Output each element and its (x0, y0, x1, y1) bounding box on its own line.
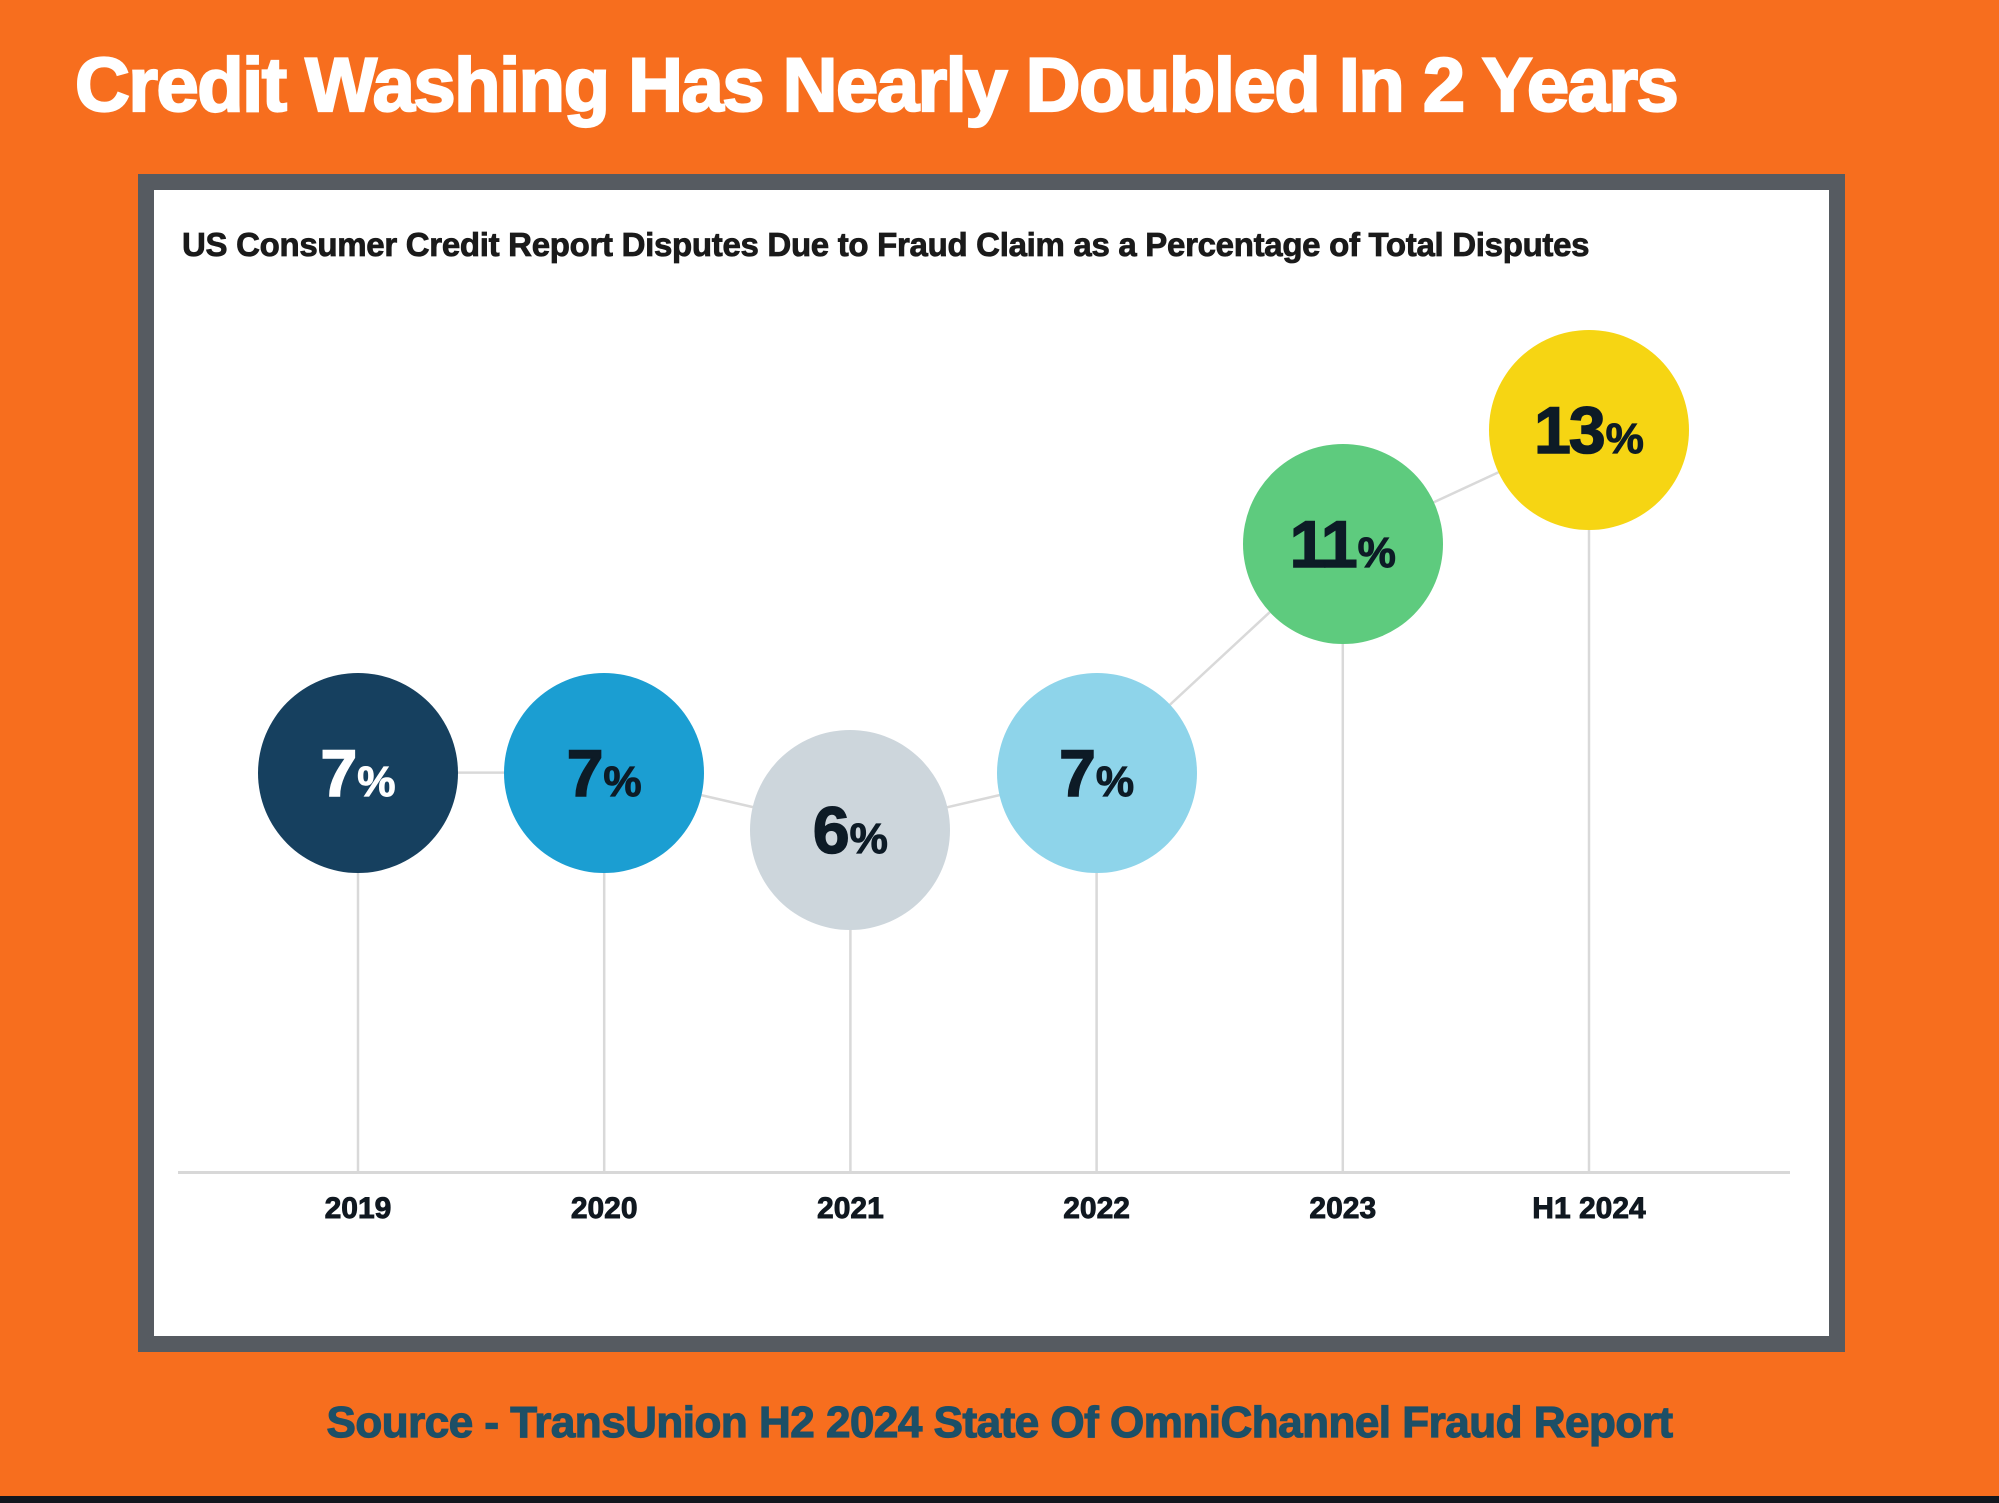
x-tick-2020: 2020 (570, 1192, 638, 1226)
data-point-value: 7% (1058, 735, 1135, 811)
x-axis-line (178, 1171, 1790, 1174)
data-point-2019: 7% (258, 672, 458, 873)
data-point-2022: 7% (996, 672, 1197, 873)
x-tick-2023: 2023 (1309, 1192, 1377, 1226)
source-caption: Source - TransUnion H2 2024 State Of Omn… (326, 1397, 1674, 1447)
data-point-value: 6% (812, 792, 888, 868)
data-point-2021: 6% (750, 729, 951, 930)
chart-card: US Consumer Credit Report Disputes Due t… (138, 174, 1845, 1352)
x-tick-2022: 2022 (1063, 1192, 1131, 1226)
x-tick-h1-2024: H1 2024 (1532, 1192, 1646, 1226)
bottom-bar (0, 1496, 1999, 1503)
x-tick-2021: 2021 (817, 1192, 885, 1226)
data-point-value: 13% (1533, 393, 1644, 469)
data-point-value: 11% (1289, 507, 1396, 583)
page-title: Credit Washing Has Nearly Doubled In 2 Y… (74, 43, 1680, 128)
data-point-value: 7% (320, 735, 396, 811)
data-point-value: 7% (566, 735, 642, 811)
plot-area: US Consumer Credit Report Disputes Due t… (154, 190, 1829, 1336)
chart-subtitle: US Consumer Credit Report Disputes Due t… (182, 226, 1590, 264)
x-tick-2019: 2019 (324, 1192, 392, 1226)
data-point-h1-2024: 13% (1489, 330, 1689, 531)
data-point-2023: 11% (1242, 444, 1443, 645)
data-point-2020: 7% (504, 672, 705, 873)
